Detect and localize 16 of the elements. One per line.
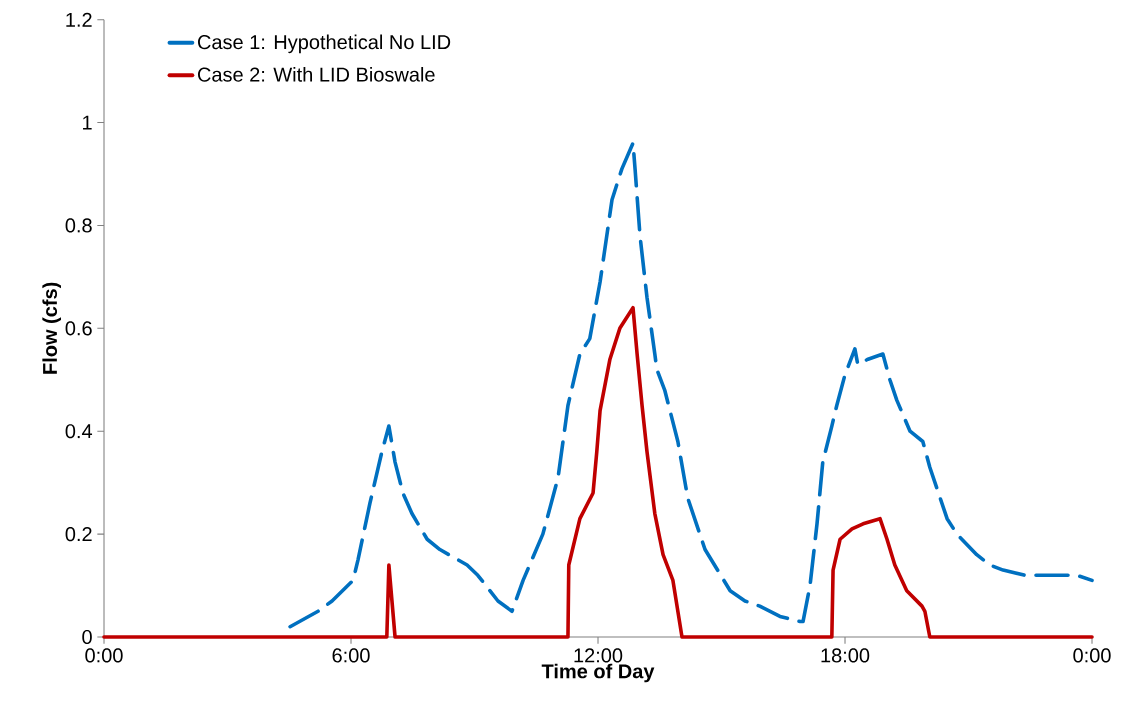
y-tick-label: 0.2	[65, 527, 92, 542]
y-axis-title: Flow (cfs)	[42, 282, 61, 374]
y-tick-label: 1	[83, 115, 92, 130]
legend-label: Case 1: Hypothetical No LID	[198, 34, 451, 54]
y-tick-label: 1.2	[66, 12, 92, 27]
y-tick-label: 0.6	[65, 321, 92, 336]
legend-label: Case 2: With LID Bioswale	[198, 67, 435, 82]
x-axis-title: Time of Day	[541, 663, 655, 683]
x-tick-label: 0:00	[85, 648, 123, 663]
x-tick-label: 12:00	[574, 648, 623, 663]
y-tick-label: 0.8	[65, 218, 92, 233]
x-tick-label: 0:00	[1073, 648, 1111, 663]
x-tick-label: 18:00	[821, 648, 870, 663]
y-tick-label: 0	[82, 629, 92, 645]
x-tick-label: 6:00	[332, 648, 370, 663]
y-tick-label: 0.4	[65, 424, 93, 439]
